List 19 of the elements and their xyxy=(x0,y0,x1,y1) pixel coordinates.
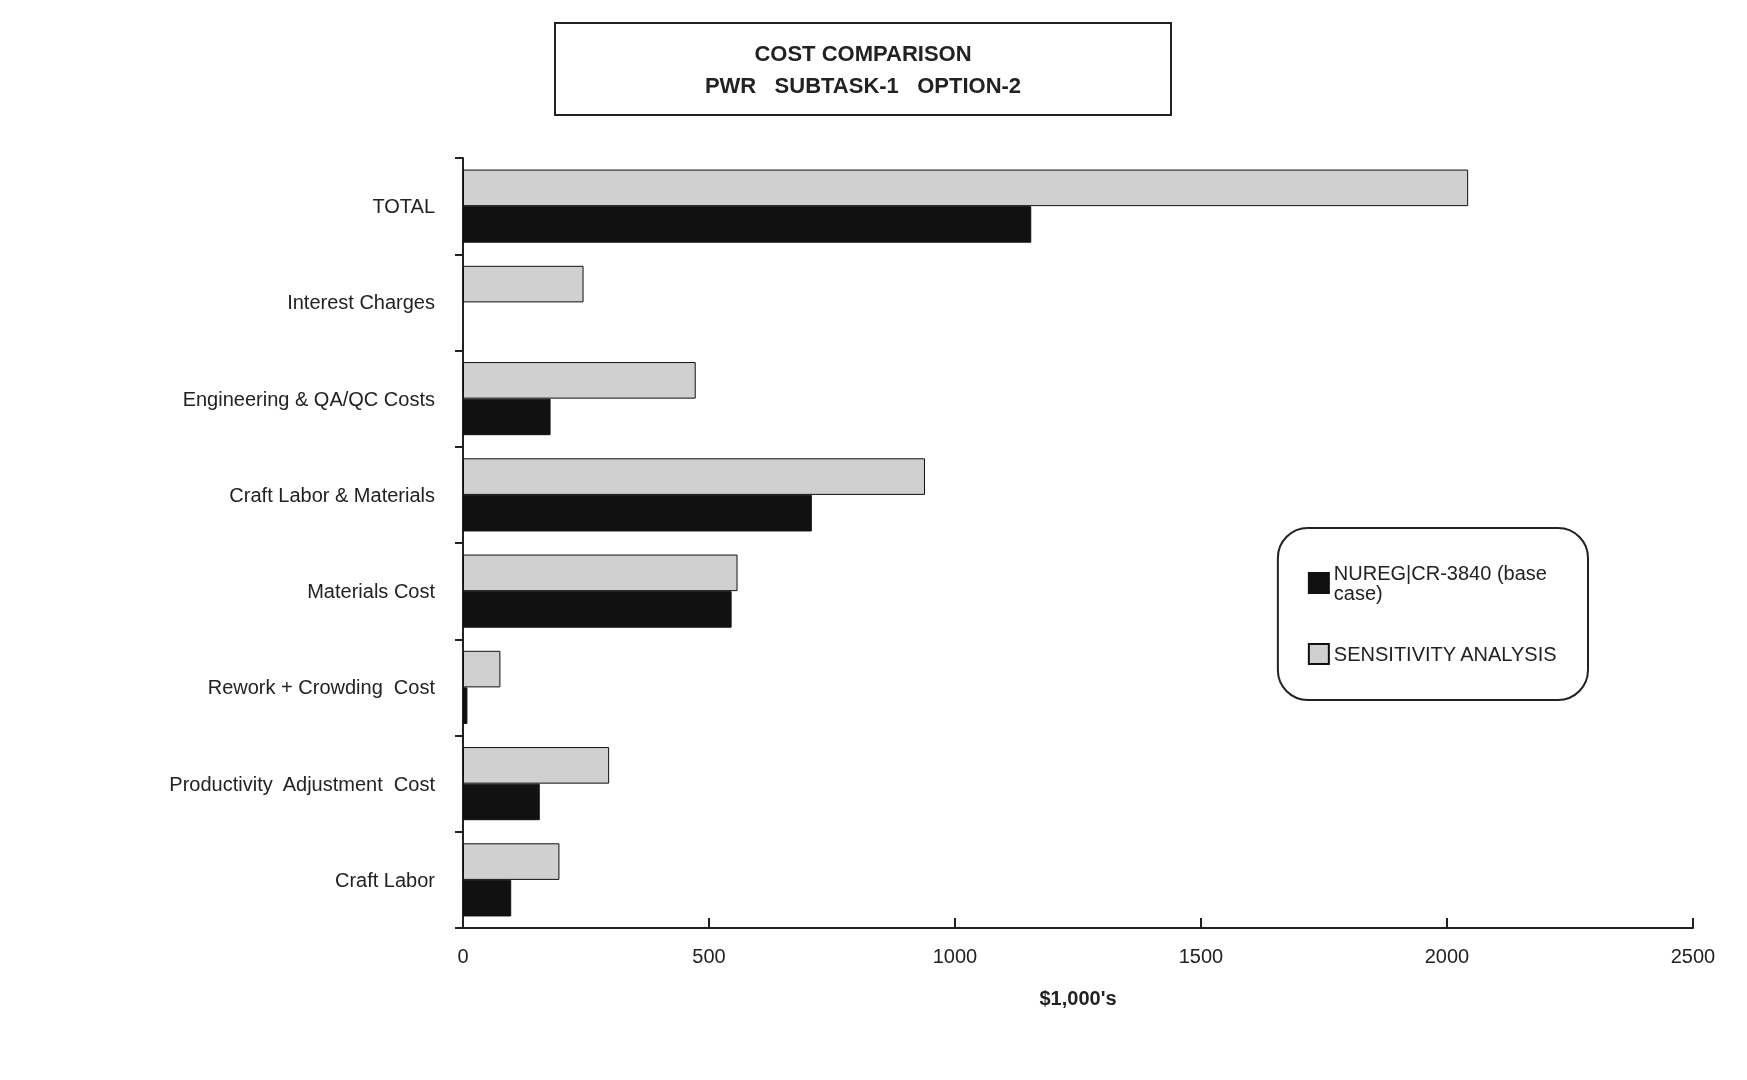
chart-title: COST COMPARISON PWR SUBTASK-1 OPTION-2 xyxy=(704,40,1022,98)
y-tick-label: Craft Labor xyxy=(334,868,436,891)
x-axis-title: $1,000's xyxy=(1039,987,1117,1009)
x-tick-label: 500 xyxy=(692,945,726,967)
x-tick-label: 0 xyxy=(457,945,469,967)
x-tick-label: 2000 xyxy=(1424,945,1470,967)
x-tick-label: 1500 xyxy=(1178,945,1224,967)
legend-label: NUREG|CR-3840 (base case) xyxy=(1333,562,1553,604)
y-tick-label: Craft Labor & Materials xyxy=(229,483,435,506)
y-tick-label: Engineering & QA/QC Costs xyxy=(182,387,435,410)
y-tick-label: Interest Charges xyxy=(287,291,435,314)
y-tick-label: Materials Cost xyxy=(307,580,436,603)
x-tick-label: 1000 xyxy=(932,945,978,967)
x-tick-label: 2500 xyxy=(1670,945,1716,967)
legend-label: SENSITIVITY ANALYSIS xyxy=(1333,643,1557,665)
y-tick-label: TOTAL xyxy=(372,195,435,218)
bar xyxy=(463,265,584,303)
y-tick-label: Rework + Crowding Cost xyxy=(207,676,436,699)
y-tick-label: Productivity Adjustment Cost xyxy=(169,772,436,795)
